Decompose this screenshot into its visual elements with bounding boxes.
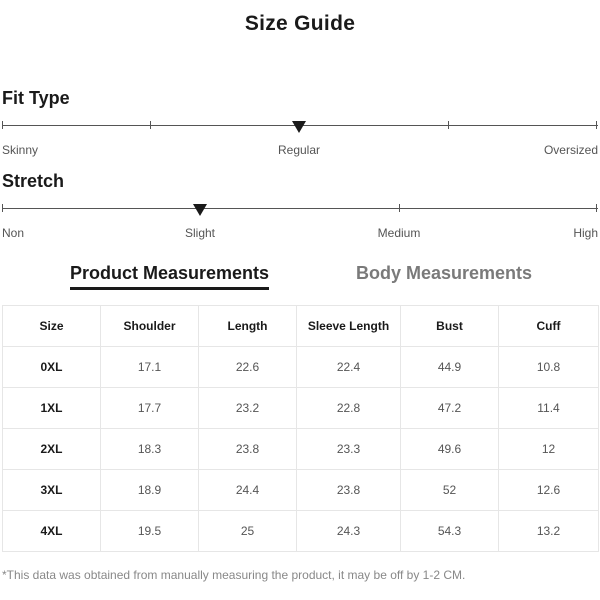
cuff-cell: 12.6 — [498, 469, 599, 511]
table-row: 3XL 18.9 24.4 23.8 52 12.6 — [2, 469, 599, 511]
fit-type-label-regular: Regular — [277, 143, 321, 157]
stretch-selected-marker-icon — [193, 204, 207, 216]
sleeve-length-cell: 24.3 — [296, 510, 401, 552]
tab-body-measurements[interactable]: Body Measurements — [356, 263, 533, 283]
shoulder-cell: 17.7 — [100, 387, 199, 429]
stretch-label-slight: Slight — [184, 226, 216, 240]
bust-cell: 44.9 — [400, 346, 499, 388]
table-row: 0XL 17.1 22.6 22.4 44.9 10.8 — [2, 346, 599, 388]
stretch-heading: Stretch — [2, 171, 65, 191]
size-cell: 4XL — [2, 510, 101, 552]
size-cell: 2XL — [2, 428, 101, 470]
cuff-cell: 12 — [498, 428, 599, 470]
header-length: Length — [198, 305, 297, 347]
sleeve-length-cell: 23.8 — [296, 469, 401, 511]
measurement-tabs: Product Measurements Body Measurements — [0, 263, 600, 293]
measurement-table: Size Shoulder Length Sleeve Length Bust … — [2, 305, 599, 552]
fit-type-tick — [448, 121, 449, 129]
stretch-label-non: Non — [2, 226, 25, 240]
size-cell: 0XL — [2, 346, 101, 388]
stretch-scale: Non Slight Medium High — [2, 204, 598, 244]
header-shoulder: Shoulder — [100, 305, 199, 347]
table-row: 4XL 19.5 25 24.3 54.3 13.2 — [2, 510, 599, 552]
fit-type-label-skinny: Skinny — [2, 143, 39, 157]
fit-type-tick — [2, 121, 3, 129]
measurement-disclaimer: *This data was obtained from manually me… — [2, 568, 466, 582]
stretch-tick — [2, 204, 3, 212]
fit-type-tick — [150, 121, 151, 129]
header-size: Size — [2, 305, 101, 347]
cuff-cell: 11.4 — [498, 387, 599, 429]
header-sleeve-length: Sleeve Length — [296, 305, 401, 347]
length-cell: 22.6 — [198, 346, 297, 388]
length-cell: 25 — [198, 510, 297, 552]
page-title: Size Guide — [244, 12, 356, 35]
length-cell: 23.2 — [198, 387, 297, 429]
bust-cell: 54.3 — [400, 510, 499, 552]
stretch-label-medium: Medium — [377, 226, 421, 240]
header-bust: Bust — [400, 305, 499, 347]
shoulder-cell: 18.9 — [100, 469, 199, 511]
sleeve-length-cell: 22.8 — [296, 387, 401, 429]
sleeve-length-cell: 23.3 — [296, 428, 401, 470]
fit-type-label-oversized: Oversized — [543, 143, 598, 157]
table-header-row: Size Shoulder Length Sleeve Length Bust … — [2, 305, 599, 347]
sleeve-length-cell: 22.4 — [296, 346, 401, 388]
fit-type-selected-marker-icon — [292, 121, 306, 133]
stretch-tick — [399, 204, 400, 212]
bust-cell: 49.6 — [400, 428, 499, 470]
stretch-tick — [596, 204, 597, 212]
cuff-cell: 10.8 — [498, 346, 599, 388]
stretch-label-high: High — [573, 226, 598, 240]
shoulder-cell: 18.3 — [100, 428, 199, 470]
size-cell: 1XL — [2, 387, 101, 429]
tab-product-measurements[interactable]: Product Measurements — [70, 263, 270, 290]
cuff-cell: 13.2 — [498, 510, 599, 552]
length-cell: 23.8 — [198, 428, 297, 470]
bust-cell: 47.2 — [400, 387, 499, 429]
shoulder-cell: 17.1 — [100, 346, 199, 388]
fit-type-heading: Fit Type — [2, 88, 70, 108]
table-row: 1XL 17.7 23.2 22.8 47.2 11.4 — [2, 387, 599, 429]
header-cuff: Cuff — [498, 305, 599, 347]
stretch-axis — [2, 208, 598, 209]
fit-type-scale: Skinny Regular Oversized — [2, 121, 598, 161]
fit-type-tick — [596, 121, 597, 129]
length-cell: 24.4 — [198, 469, 297, 511]
table-row: 2XL 18.3 23.8 23.3 49.6 12 — [2, 428, 599, 470]
shoulder-cell: 19.5 — [100, 510, 199, 552]
bust-cell: 52 — [400, 469, 499, 511]
size-cell: 3XL — [2, 469, 101, 511]
